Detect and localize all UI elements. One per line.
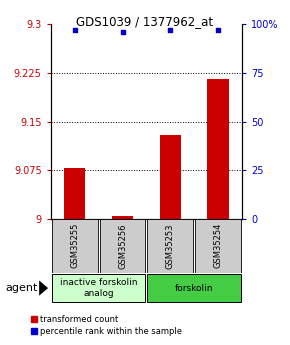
Bar (52, 219, 98, 273)
Text: forskolin: forskolin (175, 284, 213, 293)
Point (168, 27, 173, 33)
Text: GSM35254: GSM35254 (214, 223, 223, 268)
Text: GSM35253: GSM35253 (166, 223, 175, 268)
Bar (99, 219, 146, 273)
Text: GSM35255: GSM35255 (70, 223, 79, 268)
Point (72, 27, 77, 33)
Bar (147, 219, 193, 273)
Bar (195, 219, 241, 273)
Text: agent: agent (6, 283, 38, 293)
Text: inactive forskolin
analog: inactive forskolin analog (60, 278, 137, 298)
Bar (112, 216, 133, 219)
Bar (160, 135, 181, 219)
Bar (64, 168, 86, 219)
Bar (147, 274, 241, 302)
Point (120, 29, 125, 35)
Text: GDS1039 / 1377962_at: GDS1039 / 1377962_at (77, 16, 213, 29)
Bar (52, 274, 146, 302)
Text: GSM35256: GSM35256 (118, 223, 127, 268)
Polygon shape (39, 280, 48, 296)
Legend: transformed count, percentile rank within the sample: transformed count, percentile rank withi… (27, 312, 185, 339)
Bar (207, 79, 229, 219)
Point (216, 27, 220, 33)
